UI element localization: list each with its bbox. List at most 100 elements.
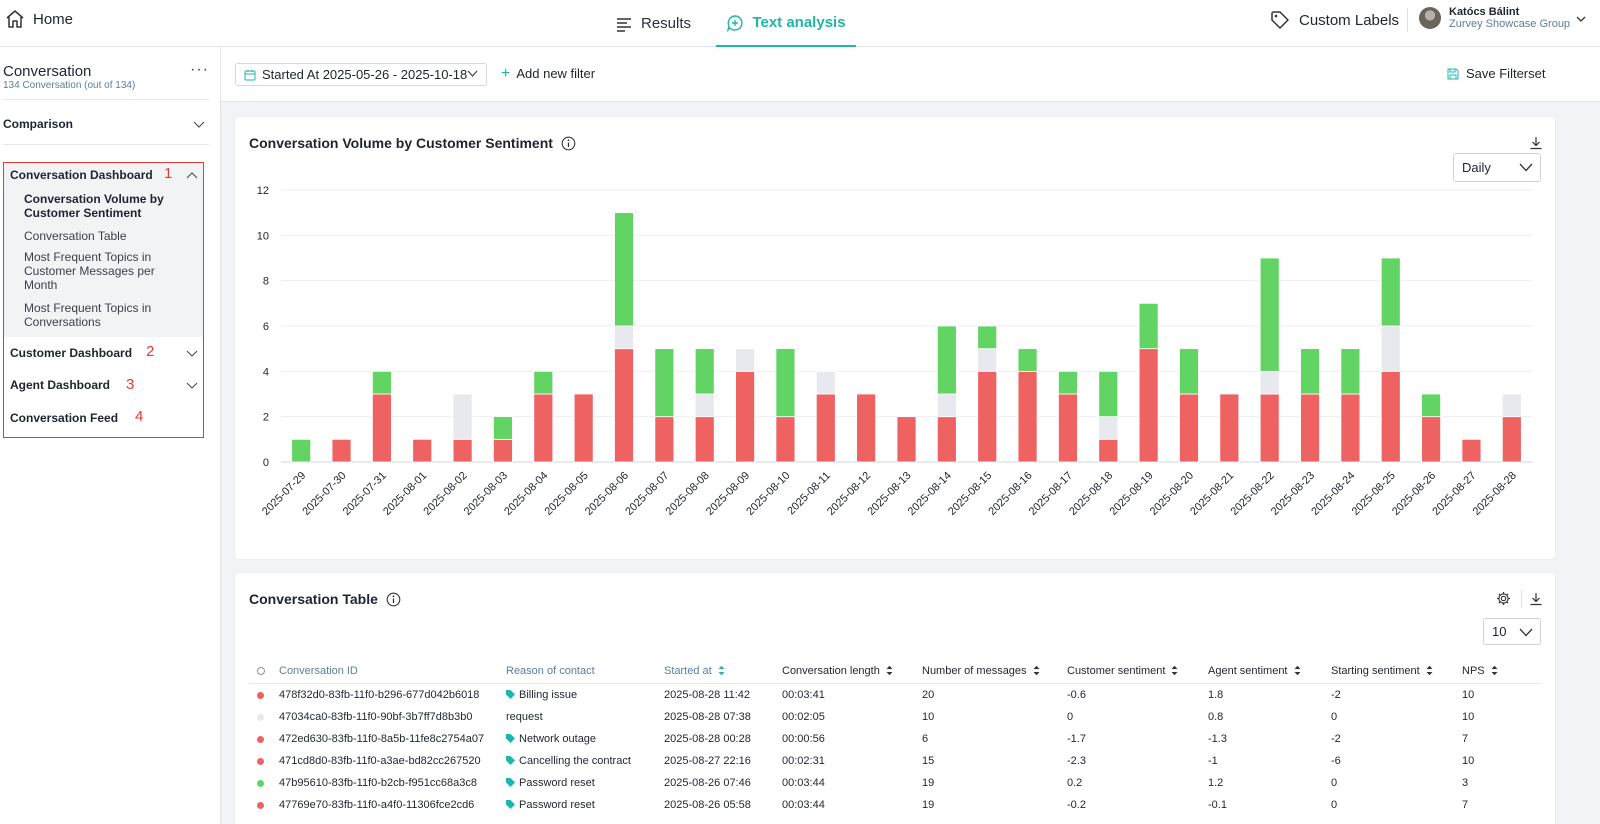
select-all-checkbox[interactable] — [257, 667, 265, 675]
gear-icon[interactable] — [1496, 591, 1511, 606]
cell-reason: Network outage — [506, 733, 596, 745]
bar-segment — [614, 212, 634, 327]
cell-conversation-id: 47034ca0-83fb-11f0-90bf-3b7ff7d8b3b0 — [279, 711, 472, 723]
highlight-box — [3, 162, 204, 438]
cell-reason-text: request — [506, 711, 543, 723]
download-icon[interactable] — [1529, 592, 1543, 606]
user-name: Katócs Bálint — [1449, 6, 1520, 18]
user-menu[interactable]: Katócs Bálint Zurvey Showcase Group — [1419, 6, 1570, 30]
sidebar-item-conversation-table[interactable]: Conversation Table — [24, 229, 127, 243]
home-link[interactable]: Home — [5, 9, 73, 29]
sidebar-title: Conversation — [3, 63, 92, 80]
table-row[interactable]: 471cd8d0-83fb-11f0-a3ae-bd82cc267520 Canc… — [249, 750, 1541, 772]
column-header-length[interactable]: Conversation length — [782, 665, 893, 677]
cell-customer-sentiment: -2.3 — [1067, 755, 1086, 767]
cell-nps-text: 3 — [1462, 777, 1469, 789]
info-icon[interactable] — [561, 136, 576, 151]
divider — [3, 144, 209, 145]
table-row[interactable]: 47b95610-83fb-11f0-b2cb-f951cc68a3c8 Pass… — [249, 772, 1541, 794]
column-header-conversation-id[interactable]: Conversation ID — [279, 665, 358, 677]
sort-icon — [1171, 665, 1178, 676]
user-group: Zurvey Showcase Group — [1449, 18, 1571, 30]
column-header-agent-sentiment[interactable]: Agent sentiment — [1208, 665, 1301, 677]
sidebar-group-agent-dashboard[interactable]: Agent Dashboard — [10, 378, 111, 392]
sidebar-group-customer-dashboard[interactable]: Customer Dashboard — [10, 346, 133, 360]
sidebar-item-topics-in-conversations[interactable]: Most Frequent Topics in Conversations — [24, 301, 152, 329]
column-header-started-at[interactable]: Started at — [664, 665, 725, 677]
cell-reason-text: Password reset — [519, 799, 595, 811]
date-range-label: Started At 2025-05-26 - 2025-10-18 — [262, 67, 468, 82]
cell-conversation-id: 47b95610-83fb-11f0-b2cb-f951cc68a3c8 — [279, 777, 477, 789]
cell-length: 00:02:31 — [782, 755, 825, 767]
sidebar-group-conversation-dashboard[interactable]: Conversation Dashboard — [10, 168, 153, 182]
save-filterset-label: Save Filterset — [1466, 66, 1546, 81]
table-row[interactable]: 47034ca0-83fb-11f0-90bf-3b7ff7d8b3b0 requ… — [249, 706, 1541, 728]
granularity-select[interactable]: Daily — [1453, 153, 1541, 182]
column-header-messages[interactable]: Number of messages — [922, 665, 1040, 677]
column-header-reason[interactable]: Reason of contact — [506, 665, 595, 677]
bar-segment — [1138, 302, 1159, 350]
date-range-filter[interactable]: Started At 2025-05-26 - 2025-10-18 — [235, 63, 487, 86]
bar-segment — [1300, 393, 1320, 463]
bar-segment — [977, 370, 998, 463]
bar-segment — [533, 370, 554, 395]
tab-text-analysis[interactable]: Text analysis — [716, 0, 856, 47]
bar-segment — [614, 325, 634, 350]
x-tick-label: 2025-08-28 — [1471, 470, 1519, 518]
column-header-starting-sentiment[interactable]: Starting sentiment — [1331, 665, 1433, 677]
custom-labels-button[interactable]: Custom Labels — [1270, 0, 1399, 40]
table-row[interactable]: 478f32d0-83fb-11f0-b296-677d042b6018 Bill… — [249, 684, 1541, 706]
bar-segment — [1017, 348, 1038, 372]
bar-segment — [815, 393, 836, 463]
bar-segment — [1098, 370, 1119, 418]
cell-customer-sentiment-text: -1.7 — [1067, 733, 1086, 745]
tab-results[interactable]: Results — [615, 0, 691, 47]
cell-customer-sentiment-text: 0.2 — [1067, 777, 1083, 789]
tab-results-label: Results — [641, 15, 692, 32]
cell-started-at: 2025-08-28 00:28 — [664, 733, 751, 745]
cell-length: 00:03:44 — [782, 799, 825, 811]
sentiment-dot — [257, 736, 264, 743]
chevron-down-icon[interactable] — [186, 350, 198, 358]
column-header-customer-sentiment[interactable]: Customer sentiment — [1067, 665, 1178, 677]
table-row[interactable]: 472ed630-83fb-11f0-8a5b-11fe8c2754a07 Net… — [249, 728, 1541, 750]
bar-segment — [1340, 393, 1361, 463]
cell-length-text: 00:03:44 — [782, 777, 825, 789]
sidebar-item-topics-per-month[interactable]: Most Frequent Topics in Customer Message… — [24, 250, 155, 292]
cell-reason: Cancelling the contract — [506, 755, 631, 767]
chevron-up-icon[interactable] — [186, 171, 198, 179]
chevron-down-icon[interactable] — [186, 382, 198, 390]
cell-conversation-id: 47769e70-83fb-11f0-a4f0-11306fce2cd6 — [279, 799, 474, 811]
sidebar-group-conversation-feed[interactable]: Conversation Feed — [10, 411, 119, 425]
info-icon[interactable] — [386, 592, 401, 607]
cell-reason: Password reset — [506, 799, 595, 811]
more-options-icon[interactable]: ··· — [190, 61, 209, 78]
bar-segment — [291, 438, 312, 463]
column-header-nps[interactable]: NPS — [1462, 665, 1498, 677]
filter-bar: Started At 2025-05-26 - 2025-10-18 + Add… — [221, 47, 1600, 102]
cell-reason-text: Password reset — [519, 777, 595, 789]
comparison-section[interactable]: Comparison — [3, 117, 74, 131]
page-size-select[interactable]: 10 — [1483, 618, 1541, 645]
divider — [1407, 8, 1408, 32]
chevron-down-icon[interactable] — [1576, 14, 1586, 24]
cell-messages: 19 — [922, 799, 934, 811]
bar-segment — [1259, 370, 1280, 395]
tab-text-analysis-label: Text analysis — [752, 14, 846, 31]
chevron-down-icon[interactable] — [193, 121, 205, 129]
download-icon[interactable] — [1529, 136, 1543, 150]
cell-messages-text: 10 — [922, 711, 935, 723]
sidebar-item-conversation-volume[interactable]: Conversation Volume by Customer Sentimen… — [24, 192, 164, 220]
tag-icon — [506, 800, 515, 809]
cell-starting-sentiment-text: -6 — [1331, 755, 1341, 767]
table-row[interactable]: 47769e70-83fb-11f0-a4f0-11306fce2cd6 Pass… — [249, 794, 1541, 816]
bar-segment — [1058, 393, 1078, 463]
save-filterset-button[interactable]: Save Filterset — [1447, 66, 1545, 81]
add-filter-button[interactable]: + Add new filter — [501, 65, 595, 81]
cell-starting-sentiment: -6 — [1331, 755, 1341, 767]
cell-agent-sentiment-text: 1.8 — [1208, 689, 1224, 701]
home-icon — [6, 10, 24, 28]
cell-conversation-id-text: 478f32d0-83fb-11f0-b296-677d042b6018 — [279, 689, 480, 701]
cell-messages: 10 — [922, 711, 934, 723]
cell-nps: 10 — [1462, 689, 1474, 701]
